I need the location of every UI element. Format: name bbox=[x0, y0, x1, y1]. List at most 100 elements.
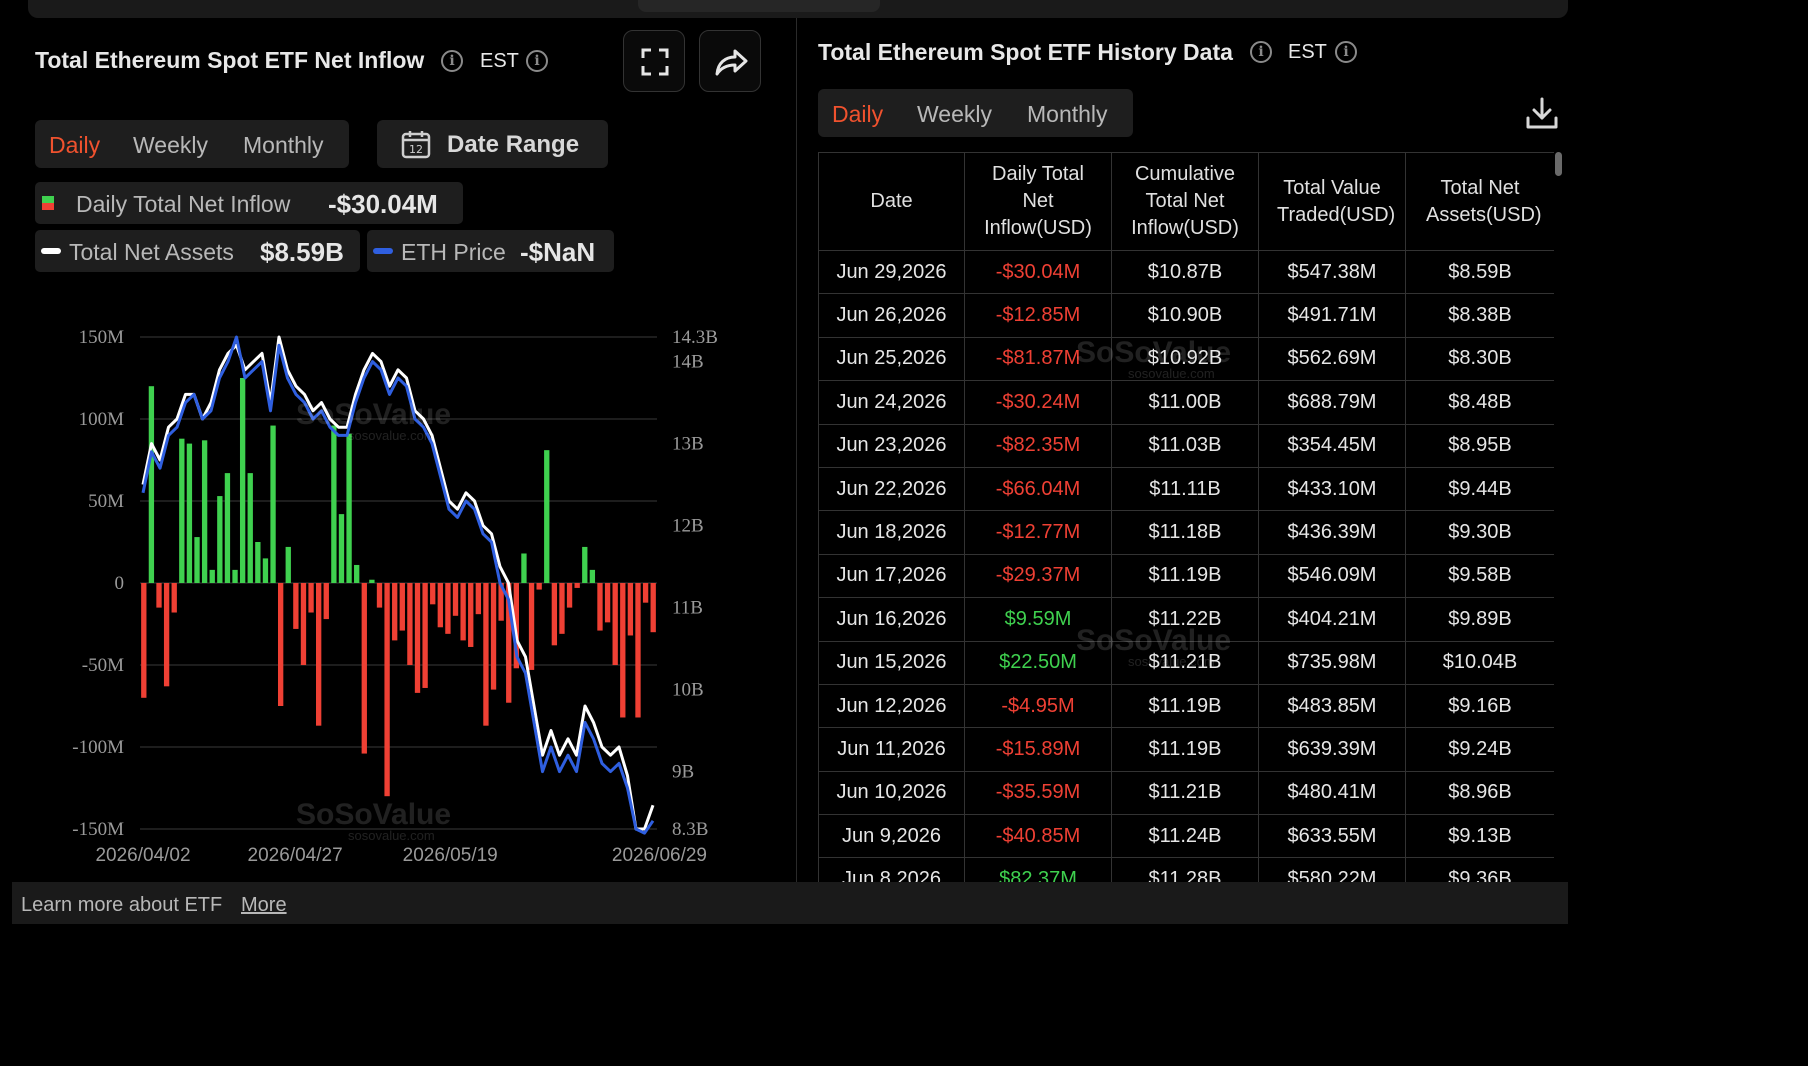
inflow-bar bbox=[490, 583, 497, 690]
history-tab-weekly[interactable]: Weekly bbox=[917, 101, 992, 127]
table-row[interactable]: Jun 8,2026 $82.37M $11.28B $580.22M $9.36B bbox=[818, 857, 1554, 882]
y-right-tick-label: 9B bbox=[672, 762, 694, 783]
inflow-bar bbox=[346, 433, 352, 583]
inflow-bar bbox=[369, 579, 375, 583]
legend-inflow[interactable]: Daily Total Net Inflow -$30.04M bbox=[35, 182, 463, 224]
history-timezone-label: EST bbox=[1288, 41, 1327, 63]
table-row[interactable]: Jun 11,2026 -$15.89M $11.19B $639.39M $9.24B bbox=[818, 727, 1554, 772]
download-button[interactable] bbox=[1524, 96, 1560, 132]
inflow-bar bbox=[414, 583, 421, 693]
table-row[interactable]: Jun 25,2026 -$81.87M $10.92B $562.69M $8.30B bbox=[818, 336, 1554, 382]
cell-date: Jun 11,2026 bbox=[818, 727, 965, 772]
history-tab-daily[interactable]: Daily bbox=[832, 101, 884, 127]
table-row[interactable]: Jun 24,2026 -$30.24M $11.00B $688.79M $8.48B bbox=[818, 380, 1554, 425]
table-row[interactable]: Jun 16,2026 $9.59M $11.22B $404.21M $9.89B bbox=[818, 597, 1554, 642]
table-row[interactable]: Jun 22,2026 -$66.04M $11.11B $433.10M $9.44B bbox=[818, 466, 1554, 512]
cell-net-assets: $10.04B bbox=[1405, 640, 1554, 685]
inflow-bar bbox=[354, 564, 360, 583]
y-left-tick-label: 50M bbox=[88, 491, 124, 512]
inflow-bar bbox=[262, 558, 269, 583]
cell-value-traded: $491.71M bbox=[1258, 293, 1406, 338]
col-daily-inflow[interactable]: Daily Total Net Inflow(USD) bbox=[964, 152, 1112, 251]
x-tick-label: 2026/04/27 bbox=[248, 845, 343, 866]
table-scrollbar[interactable] bbox=[1555, 152, 1562, 882]
y-left-tick-label: 0 bbox=[115, 573, 125, 594]
legend-eth[interactable]: ETH Price -$NaN bbox=[367, 230, 614, 272]
cell-date: Jun 24,2026 bbox=[818, 380, 965, 425]
y-left-tick-label: 100M bbox=[79, 409, 125, 430]
y-right-tick-label: 13B bbox=[672, 434, 704, 455]
cell-date: Jun 8,2026 bbox=[818, 857, 965, 882]
inflow-bar bbox=[544, 450, 550, 583]
cell-date: Jun 10,2026 bbox=[818, 770, 965, 816]
cell-value-traded: $433.10M bbox=[1258, 466, 1406, 512]
table-row[interactable]: Jun 17,2026 -$29.37M $11.19B $546.09M $9.58B bbox=[818, 553, 1554, 599]
cell-value-traded: $688.79M bbox=[1258, 380, 1406, 425]
col-net-assets[interactable]: Total Net Assets(USD) bbox=[1405, 152, 1554, 251]
col-value-traded[interactable]: Total Value Traded(USD) bbox=[1258, 152, 1406, 251]
date-range-button[interactable]: 12 Date Range bbox=[377, 120, 608, 168]
legend-eth-label: ETH Price bbox=[401, 239, 506, 265]
footer-text: Learn more about ETF bbox=[21, 894, 223, 916]
cell-date: Jun 26,2026 bbox=[818, 293, 965, 338]
download-icon bbox=[1526, 97, 1558, 129]
inflow-bar bbox=[589, 569, 596, 583]
table-row[interactable]: Jun 9,2026 -$40.85M $11.24B $633.55M $9.13B bbox=[818, 814, 1554, 859]
tab-daily[interactable]: Daily bbox=[49, 132, 101, 158]
table-row[interactable]: Jun 26,2026 -$12.85M $10.90B $491.71M $8.38B bbox=[818, 293, 1554, 338]
inflow-chart-title: Total Ethereum Spot ETF Net Inflow bbox=[35, 47, 425, 73]
legend-eth-value: -$NaN bbox=[520, 237, 596, 267]
inflow-bar bbox=[506, 583, 512, 703]
table-row[interactable]: Jun 23,2026 -$82.35M $11.03B $354.45M $8.95B bbox=[818, 423, 1554, 468]
legend-assets-label: Total Net Assets bbox=[69, 239, 234, 265]
fullscreen-button[interactable] bbox=[623, 30, 685, 92]
inflow-bar bbox=[582, 546, 588, 583]
table-row[interactable]: Jun 18,2026 -$12.77M $11.18B $436.39M $9.30B bbox=[818, 510, 1554, 555]
cell-net-assets: $9.16B bbox=[1405, 683, 1554, 729]
cell-cumulative-inflow: $11.21B bbox=[1111, 640, 1259, 685]
inflow-chart[interactable]: 150M 100M 50M 0 -50M -100M -150M 14.3B 14B 13B 12B… bbox=[0, 300, 796, 880]
tab-monthly[interactable]: Monthly bbox=[243, 132, 324, 158]
watermark-chart-bottom: SoSoValue sosovalue.com bbox=[296, 798, 452, 843]
inflow-bar bbox=[247, 473, 253, 583]
cell-daily-inflow: -$82.35M bbox=[964, 423, 1112, 468]
cell-net-assets: $8.30B bbox=[1405, 336, 1554, 382]
legend-eth-swatch bbox=[373, 248, 393, 254]
cell-date: Jun 25,2026 bbox=[818, 336, 965, 382]
cell-net-assets: $8.96B bbox=[1405, 770, 1554, 816]
table-row[interactable]: Jun 29,2026 -$30.04M $10.87B $547.38M $8.59B bbox=[818, 249, 1554, 295]
inflow-bar bbox=[574, 583, 580, 588]
info-icon[interactable]: i bbox=[441, 50, 463, 72]
share-button[interactable] bbox=[699, 30, 761, 92]
inflow-bar bbox=[171, 583, 177, 613]
tab-weekly[interactable]: Weekly bbox=[133, 132, 208, 158]
legend-inflow-swatch bbox=[42, 196, 54, 210]
col-cumulative-inflow[interactable]: Cumulative Total Net Inflow(USD) bbox=[1111, 152, 1259, 251]
inflow-bar bbox=[361, 583, 367, 754]
history-table-container[interactable]: Date Daily Total Net Inflow(USD) Cumulat… bbox=[818, 152, 1554, 882]
inflow-bar bbox=[612, 583, 618, 665]
legend-assets[interactable]: Total Net Assets $8.59B bbox=[35, 230, 360, 272]
timezone-info-icon[interactable]: i bbox=[526, 50, 548, 72]
history-info-icon[interactable]: i bbox=[1250, 41, 1272, 63]
scrollbar-thumb[interactable] bbox=[1555, 152, 1562, 176]
cell-value-traded: $547.38M bbox=[1258, 249, 1406, 295]
cell-net-assets: $8.59B bbox=[1405, 249, 1554, 295]
inflow-bar bbox=[338, 514, 345, 583]
table-row[interactable]: Jun 12,2026 -$4.95M $11.19B $483.85M $9.16B bbox=[818, 683, 1554, 729]
history-timezone-info-icon[interactable]: i bbox=[1335, 41, 1357, 63]
inflow-bar bbox=[255, 542, 261, 583]
inflow-bar bbox=[224, 473, 231, 583]
col-date[interactable]: Date bbox=[818, 152, 965, 251]
inflow-bar bbox=[468, 583, 474, 647]
history-tab-monthly[interactable]: Monthly bbox=[1027, 101, 1108, 127]
inflow-bar bbox=[232, 569, 238, 583]
table-row[interactable]: Jun 15,2026 $22.50M $11.21B $735.98M $10.04B bbox=[818, 640, 1554, 685]
more-link[interactable]: More bbox=[241, 894, 287, 916]
watermark-chart-top: SoSoValue sosovalue.com bbox=[296, 398, 452, 443]
top-tab[interactable] bbox=[638, 0, 880, 12]
cell-daily-inflow: -$30.24M bbox=[964, 380, 1112, 425]
cell-daily-inflow: $82.37M bbox=[964, 857, 1112, 882]
cell-date: Jun 29,2026 bbox=[818, 249, 965, 295]
table-row[interactable]: Jun 10,2026 -$35.59M $11.21B $480.41M $8.96B bbox=[818, 770, 1554, 816]
